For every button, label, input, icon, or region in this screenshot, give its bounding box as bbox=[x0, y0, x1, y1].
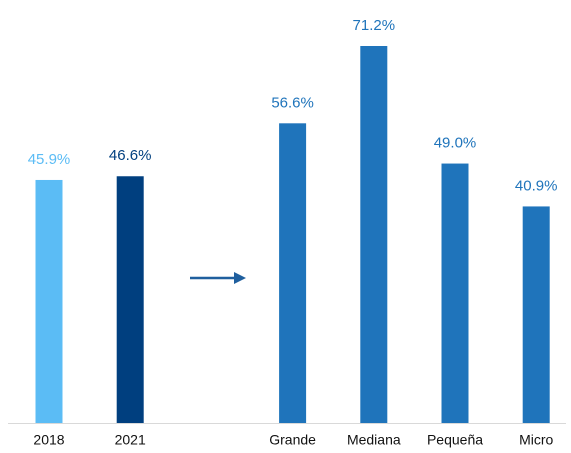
x-tick-label: Mediana bbox=[347, 432, 401, 448]
x-tick-label: Micro bbox=[519, 432, 553, 448]
x-tick-label: Grande bbox=[269, 432, 316, 448]
bar bbox=[522, 206, 550, 423]
data-label: 56.6% bbox=[271, 94, 314, 111]
bar bbox=[279, 123, 307, 423]
data-label: 49.0% bbox=[434, 135, 477, 152]
x-tick-label: 2018 bbox=[33, 432, 64, 448]
data-label: 45.9% bbox=[28, 151, 71, 168]
bar bbox=[35, 179, 63, 423]
data-label: 46.6% bbox=[109, 147, 152, 164]
x-tick-label: 2021 bbox=[115, 432, 146, 448]
data-label: 71.2% bbox=[353, 17, 396, 34]
x-tick-label: Pequeña bbox=[427, 432, 483, 448]
data-label: 40.9% bbox=[515, 177, 558, 194]
bar bbox=[441, 163, 469, 423]
bar bbox=[116, 176, 144, 423]
arrow bbox=[190, 272, 246, 284]
bar bbox=[360, 46, 388, 423]
